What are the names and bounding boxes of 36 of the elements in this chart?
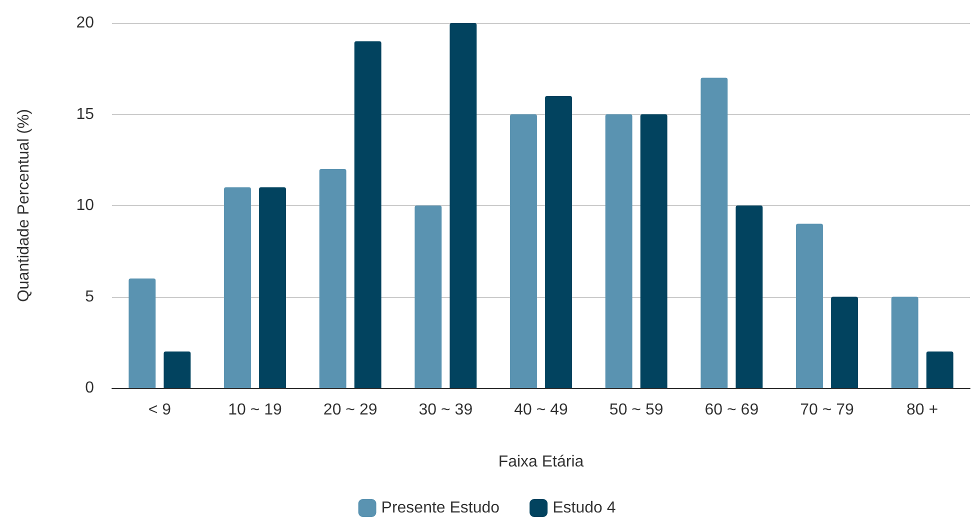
x-tick-label: 20 ~ 29: [323, 402, 378, 418]
x-tick-label: 50 ~ 59: [609, 402, 664, 418]
bar: [736, 206, 763, 388]
x-tick-label: < 9: [148, 402, 172, 418]
legend-label: Presente Estudo: [381, 500, 500, 516]
legend-label: Estudo 4: [552, 500, 616, 516]
bar: [545, 96, 572, 388]
bar: [700, 78, 728, 388]
x-tick-label: 60 ~ 69: [704, 402, 759, 418]
y-tick-label: 15: [76, 106, 94, 123]
y-tick-label: 0: [85, 380, 94, 396]
y-tick-label: 10: [76, 197, 94, 214]
bar: [164, 352, 191, 388]
bar: [224, 187, 251, 388]
bar: [128, 278, 156, 388]
bar: [259, 187, 286, 388]
bar: [605, 114, 632, 388]
y-tick-label: 5: [85, 288, 94, 306]
x-tick-label: 40 ~ 49: [514, 402, 568, 418]
bar: [926, 352, 954, 388]
bar: [319, 169, 346, 388]
x-tick-label: 80 +: [906, 402, 938, 418]
x-axis-title: Faixa Etária: [498, 454, 584, 470]
x-tick-label: 30 ~ 39: [418, 402, 473, 418]
y-axis-title: Quantidade Percentual (%): [16, 109, 32, 302]
bar: [354, 41, 382, 388]
bar: [414, 206, 442, 388]
bar: [796, 224, 823, 388]
bar: [510, 114, 537, 388]
bar: [831, 296, 858, 388]
bar: [450, 23, 477, 388]
bar: [891, 296, 918, 388]
x-tick-label: 70 ~ 79: [800, 402, 854, 418]
bar: [640, 114, 668, 388]
y-tick-label: 20: [76, 14, 94, 32]
x-tick-label: 10 ~ 19: [228, 402, 282, 418]
